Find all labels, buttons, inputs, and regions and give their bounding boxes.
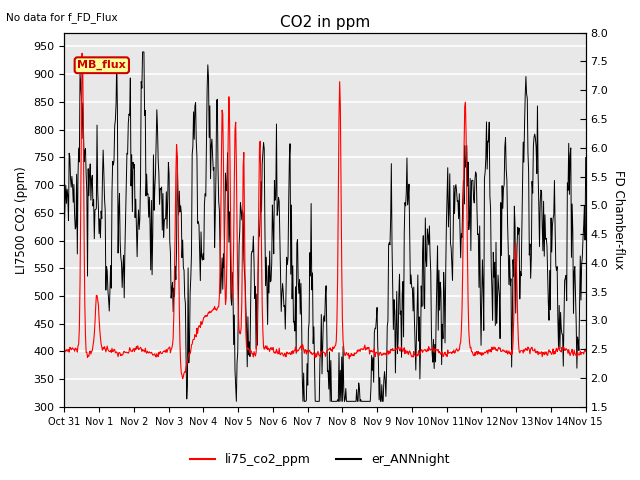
Text: MB_flux: MB_flux (77, 60, 126, 71)
Y-axis label: FD Chamber-flux: FD Chamber-flux (612, 170, 625, 269)
Legend: li75_co2_ppm, er_ANNnight: li75_co2_ppm, er_ANNnight (186, 448, 454, 471)
Text: No data for f_FD_Flux: No data for f_FD_Flux (6, 12, 118, 23)
Y-axis label: LI7500 CO2 (ppm): LI7500 CO2 (ppm) (15, 166, 28, 274)
Title: CO2 in ppm: CO2 in ppm (280, 15, 370, 30)
